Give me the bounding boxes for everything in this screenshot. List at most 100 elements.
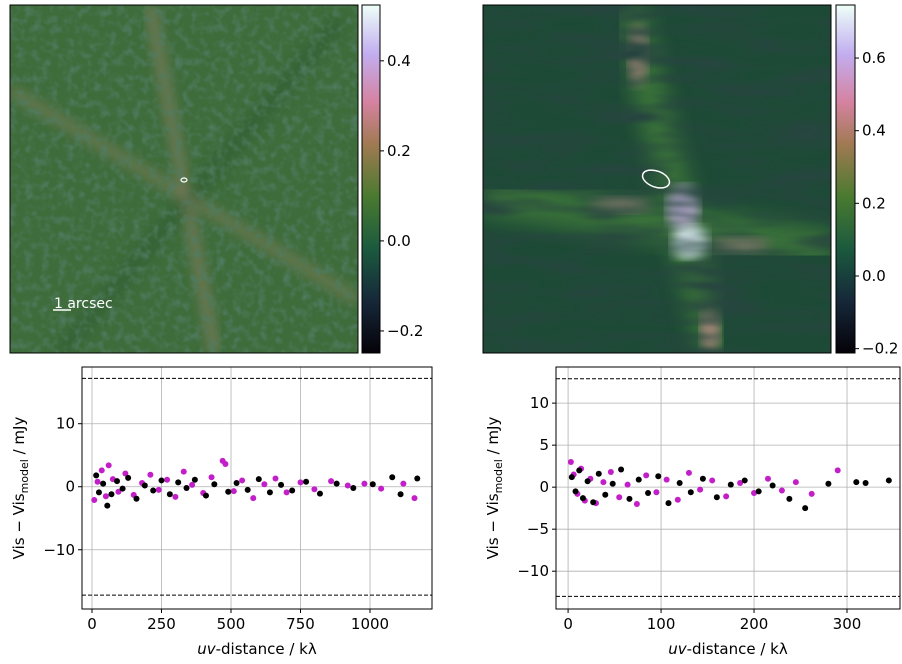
point <box>778 487 785 494</box>
point <box>602 491 609 498</box>
colorbar-tick-label: 0.0 <box>862 267 886 285</box>
point <box>104 502 111 509</box>
point <box>786 495 793 502</box>
point <box>158 477 165 484</box>
point <box>102 493 109 500</box>
point <box>105 462 112 469</box>
y-tick-label: −10 <box>517 562 549 580</box>
point <box>595 470 602 477</box>
point <box>697 486 704 493</box>
point <box>400 480 407 487</box>
y-tick-label: 10 <box>56 415 75 433</box>
axes-frame <box>555 366 901 610</box>
point <box>411 495 418 502</box>
point <box>834 467 841 474</box>
point <box>764 475 771 482</box>
point <box>414 475 421 482</box>
point <box>233 479 240 486</box>
point <box>95 489 102 496</box>
point <box>94 478 101 485</box>
y-axis-label-part: Vis − Vis <box>10 493 28 559</box>
point <box>164 476 171 483</box>
point <box>655 473 662 480</box>
point <box>222 461 229 468</box>
point <box>862 479 869 486</box>
point <box>133 495 140 502</box>
point <box>255 476 262 483</box>
x-axis-label: uv-distance / kλ <box>197 640 317 658</box>
point <box>189 481 196 488</box>
point <box>626 495 633 502</box>
point <box>723 493 730 500</box>
point <box>202 492 209 499</box>
y-axis-label: Vis − Vismodel / mJy <box>484 417 505 560</box>
point <box>316 490 323 497</box>
point <box>311 486 318 493</box>
point <box>885 477 892 484</box>
point <box>572 488 579 495</box>
x-tick-label: 250 <box>147 615 176 633</box>
point <box>568 474 575 481</box>
colorbar-tick-label: 0.4 <box>862 122 886 140</box>
point <box>98 467 105 474</box>
point <box>584 478 591 485</box>
y-axis-label-part: model <box>18 459 31 493</box>
point <box>676 479 683 486</box>
x-axis-label-part: uv <box>668 640 688 658</box>
x-tick-label: 750 <box>286 615 315 633</box>
point <box>653 489 660 496</box>
point <box>635 476 642 483</box>
point <box>122 470 129 477</box>
y-axis-label-part: / mJy <box>10 417 28 460</box>
x-tick-label: 1000 <box>351 615 389 633</box>
point <box>389 474 396 481</box>
y-tick-label: −5 <box>527 520 549 538</box>
point <box>344 482 351 489</box>
point <box>802 505 809 512</box>
point <box>115 488 122 495</box>
point <box>618 466 625 473</box>
y-tick-label: 10 <box>530 394 549 412</box>
colorbar-tick-label: 0.2 <box>387 142 411 160</box>
point <box>125 474 132 481</box>
y-tick-label: −10 <box>43 541 75 559</box>
y-tick-label: 0 <box>539 478 549 496</box>
y-axis-label-part: Vis − Vis <box>484 493 502 559</box>
point <box>792 479 799 486</box>
point <box>289 487 296 494</box>
point <box>741 477 748 484</box>
x-axis-label: uv-distance / kλ <box>668 640 788 658</box>
point <box>211 481 218 488</box>
point <box>576 467 583 474</box>
point <box>579 495 586 502</box>
point <box>361 480 368 487</box>
point <box>166 491 173 498</box>
point <box>155 486 162 493</box>
point <box>699 475 706 482</box>
point <box>397 491 404 498</box>
x-tick-label: 200 <box>740 615 769 633</box>
point <box>225 488 232 495</box>
point <box>645 490 652 497</box>
point <box>737 479 744 486</box>
point <box>590 499 597 506</box>
point <box>769 482 776 489</box>
y-tick-label: 5 <box>539 436 549 454</box>
point <box>663 476 670 483</box>
point <box>378 485 385 492</box>
colorbar <box>361 4 381 354</box>
point <box>93 472 100 479</box>
point <box>607 469 614 476</box>
point <box>624 481 631 488</box>
point <box>172 493 179 500</box>
point <box>727 481 734 488</box>
point <box>303 478 310 485</box>
point <box>150 487 157 494</box>
point <box>713 494 720 501</box>
colorbar-tick-label: 0.6 <box>862 49 886 67</box>
point <box>230 488 237 495</box>
point <box>114 478 121 485</box>
colorbar <box>835 4 856 354</box>
point <box>283 489 290 496</box>
